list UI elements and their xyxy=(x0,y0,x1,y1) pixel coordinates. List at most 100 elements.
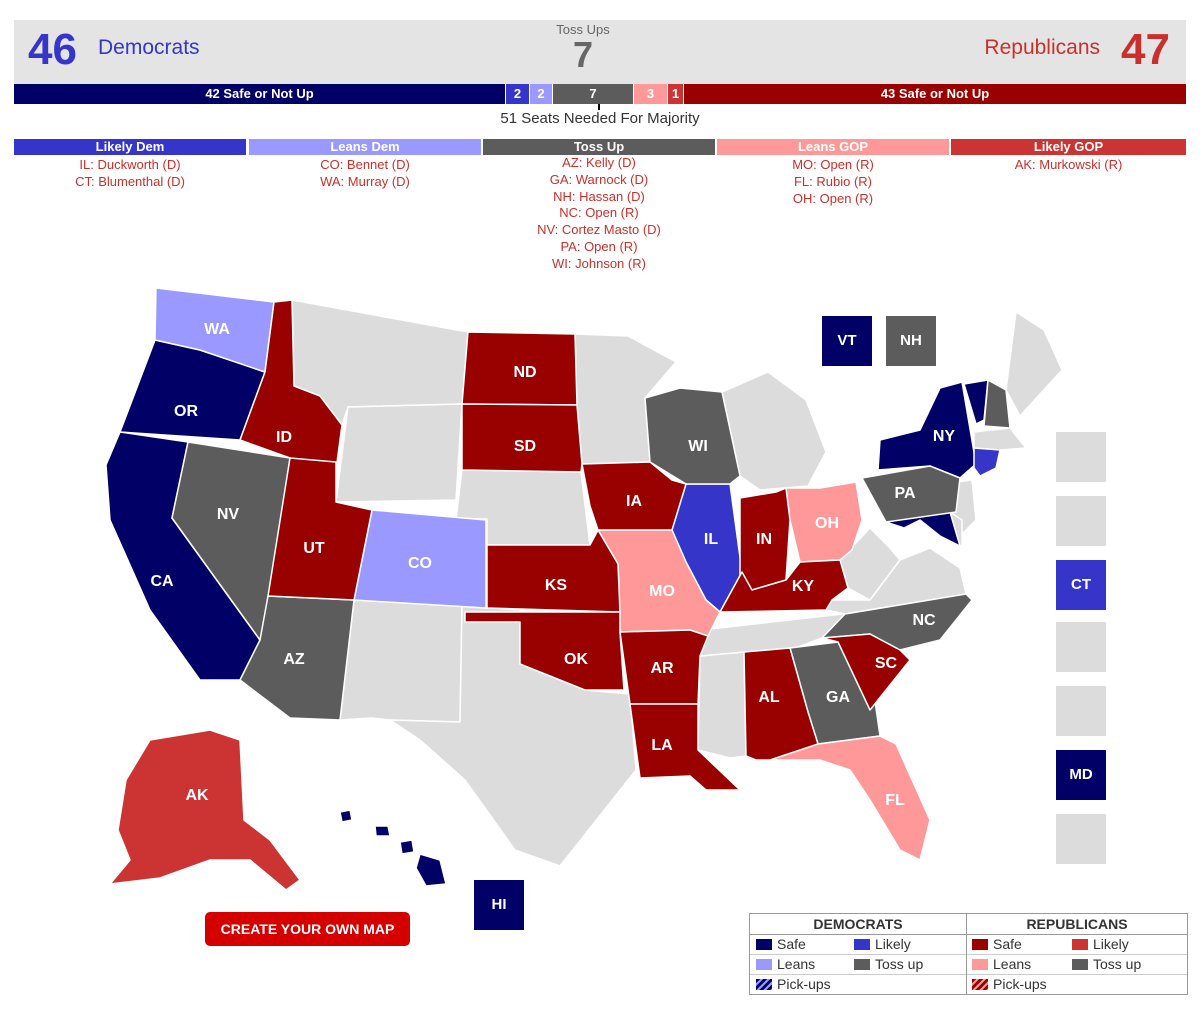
race-item[interactable]: GA: Warnock (D) xyxy=(549,171,649,187)
bar-rep-likely: 1 xyxy=(668,84,683,104)
swatch-icon xyxy=(854,939,870,950)
swatch-icon xyxy=(1072,959,1088,970)
state-MA[interactable] xyxy=(973,427,1027,451)
state-LA[interactable] xyxy=(629,703,741,791)
state-HI2[interactable] xyxy=(374,825,391,837)
state-NY[interactable] xyxy=(877,381,977,479)
label-WI: WI xyxy=(688,438,708,455)
race-item[interactable]: WI: Johnson (R) xyxy=(552,255,646,271)
state-FL[interactable] xyxy=(761,735,931,861)
legend-rep-tossup: Toss up xyxy=(1072,955,1141,974)
state-ME[interactable] xyxy=(1005,311,1063,417)
race-item[interactable]: WA: Murray (D) xyxy=(320,173,410,189)
leans-dem-list: CO: Bennet (D) WA: Murray (D) xyxy=(249,157,481,191)
box-HI[interactable]: HI xyxy=(474,880,524,930)
bar-rep-safe: 43 Safe or Not Up xyxy=(684,84,1186,104)
bar-dem-likely: 2 xyxy=(506,84,529,104)
label-SC: SC xyxy=(875,655,898,672)
label-ID: ID xyxy=(276,429,292,446)
legend-label: Pick-ups xyxy=(993,976,1047,992)
box-NH[interactable]: NH xyxy=(886,316,936,366)
label-AZ: AZ xyxy=(283,651,305,668)
box-MD[interactable]: MD xyxy=(1056,750,1106,800)
legend-dem-title: DEMOCRATS xyxy=(750,914,967,935)
swatch-icon xyxy=(756,939,772,950)
category-tossup: Toss Up xyxy=(483,139,715,155)
label-KY: KY xyxy=(792,578,815,595)
legend-dem-leans: Leans xyxy=(756,955,815,974)
category-likely-gop: Likely GOP xyxy=(951,139,1186,155)
header-bar xyxy=(14,20,1186,84)
race-item[interactable]: NH: Hassan (D) xyxy=(553,188,645,204)
state-ID[interactable] xyxy=(239,299,343,471)
label-LA: LA xyxy=(651,737,673,754)
state-SC[interactable] xyxy=(821,633,911,711)
box-VT[interactable]: VT xyxy=(822,316,872,366)
label-CO: CO xyxy=(408,555,432,572)
state-WI[interactable] xyxy=(644,387,741,485)
bar-rep-leans: 3 xyxy=(634,84,667,104)
race-item[interactable]: MO: Open (R) xyxy=(792,157,874,172)
legend-divider xyxy=(966,934,967,994)
race-item[interactable]: NC: Open (R) xyxy=(559,205,639,221)
legend-label: Pick-ups xyxy=(777,976,831,992)
leans-gop-list: MO: Open (R) FL: Rubio (R) OH: Open (R) xyxy=(717,157,949,207)
state-KS[interactable] xyxy=(486,529,621,613)
category-likely-dem: Likely Dem xyxy=(14,139,246,155)
swatch-icon xyxy=(854,959,870,970)
state-SD[interactable] xyxy=(461,403,583,473)
race-item[interactable]: FL: Rubio (R) xyxy=(793,173,873,189)
state-NM[interactable] xyxy=(339,599,463,723)
swatch-icon xyxy=(972,939,988,950)
state-VA[interactable] xyxy=(825,547,967,615)
likely-gop-list: AK: Murkowski (R) xyxy=(951,157,1186,174)
state-HI3[interactable] xyxy=(399,839,415,855)
race-item[interactable]: PA: Open (R) xyxy=(560,238,638,254)
category-leans-gop: Leans GOP xyxy=(717,139,949,155)
state-MS[interactable] xyxy=(697,651,747,759)
state-WY[interactable] xyxy=(335,403,463,503)
state-PA[interactable] xyxy=(861,465,961,523)
state-CT[interactable] xyxy=(973,447,1001,477)
label-IN: IN xyxy=(756,531,772,548)
tossup-list: AZ: Kelly (D) GA: Warnock (D) NH: Hassan… xyxy=(483,155,715,273)
state-OK[interactable] xyxy=(464,611,625,691)
state-MI[interactable] xyxy=(721,371,827,491)
legend-rep-title: REPUBLICANS xyxy=(967,914,1187,935)
race-item[interactable]: AK: Murkowski (R) xyxy=(1014,157,1123,172)
race-item[interactable]: NV: Cortez Masto (D) xyxy=(537,222,661,238)
box-empty xyxy=(1056,814,1106,864)
state-AK[interactable] xyxy=(109,729,301,891)
create-map-button[interactable]: CREATE YOUR OWN MAP xyxy=(205,912,410,946)
legend-label: Toss up xyxy=(875,956,924,972)
state-OH[interactable] xyxy=(785,481,863,563)
state-KY[interactable] xyxy=(719,559,849,613)
label-AR: AR xyxy=(650,660,674,677)
label-IL: IL xyxy=(704,531,718,548)
tossup-label: Toss Ups xyxy=(556,22,610,37)
race-item[interactable]: AZ: Kelly (D) xyxy=(562,155,636,170)
state-UT[interactable] xyxy=(267,457,373,601)
legend-label: Safe xyxy=(993,936,1022,952)
race-item[interactable]: CT: Blumenthal (D) xyxy=(75,173,185,189)
legend: DEMOCRATS REPUBLICANS Safe Likely Leans … xyxy=(749,913,1188,995)
bar-dem-safe: 42 Safe or Not Up xyxy=(14,84,505,104)
state-WA[interactable] xyxy=(154,287,275,373)
race-item[interactable]: IL: Duckworth (D) xyxy=(79,157,181,172)
legend-divider xyxy=(750,954,1187,955)
state-HI4[interactable] xyxy=(415,853,447,887)
label-GA: GA xyxy=(826,689,850,706)
race-item[interactable]: OH: Open (R) xyxy=(792,190,874,206)
state-AL[interactable] xyxy=(743,647,819,761)
legend-label: Likely xyxy=(1093,936,1129,952)
box-empty xyxy=(1056,686,1106,736)
label-WA: WA xyxy=(204,321,230,338)
state-HI1[interactable] xyxy=(339,809,353,823)
rep-seat-count: 47 xyxy=(1121,25,1170,74)
label-PA: PA xyxy=(894,485,915,502)
state-NH[interactable] xyxy=(983,379,1011,429)
race-item[interactable]: CO: Bennet (D) xyxy=(320,157,410,172)
legend-dem-safe: Safe xyxy=(756,935,806,954)
box-CT[interactable]: CT xyxy=(1056,560,1106,610)
state-IA[interactable] xyxy=(581,461,687,531)
